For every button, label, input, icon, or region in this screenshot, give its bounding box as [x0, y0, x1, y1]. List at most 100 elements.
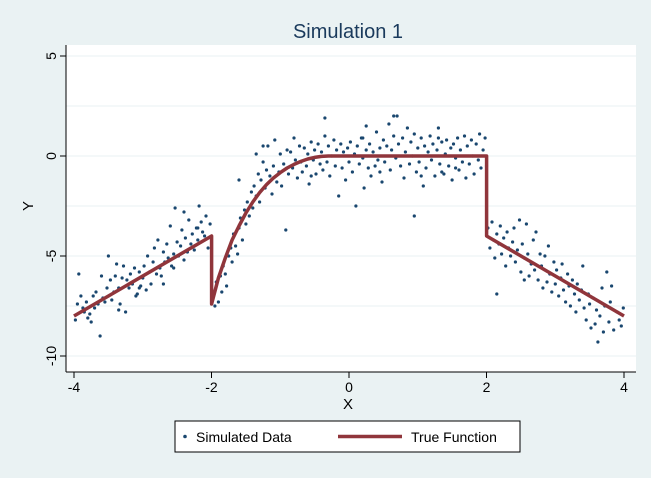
data-point	[244, 222, 248, 226]
data-point	[458, 148, 462, 152]
data-point	[300, 170, 304, 174]
data-point	[517, 218, 522, 222]
data-point	[199, 220, 203, 224]
data-point	[472, 172, 476, 176]
data-point	[500, 252, 504, 256]
data-point	[137, 270, 141, 274]
data-point	[601, 330, 606, 334]
data-point	[304, 164, 308, 168]
data-point	[309, 174, 313, 178]
data-point	[564, 300, 568, 304]
data-point	[575, 282, 579, 286]
data-point	[326, 144, 330, 148]
data-point	[570, 278, 575, 282]
data-point	[596, 340, 600, 344]
x-tick-label: -4	[68, 379, 81, 395]
legend-scatter-marker	[183, 434, 187, 439]
data-point	[319, 150, 324, 154]
data-point	[84, 300, 88, 304]
data-point	[502, 236, 506, 240]
data-point	[182, 210, 186, 214]
data-point	[438, 162, 442, 166]
data-point	[447, 164, 451, 168]
data-point	[284, 228, 288, 232]
data-point	[619, 324, 623, 328]
data-point	[149, 282, 153, 286]
data-point	[440, 170, 444, 174]
data-point	[589, 326, 593, 330]
data-point	[513, 260, 518, 264]
data-point	[223, 272, 227, 276]
data-point	[121, 264, 126, 268]
data-point	[208, 222, 212, 226]
data-point	[180, 228, 184, 232]
data-point	[292, 136, 296, 140]
data-point	[385, 144, 389, 148]
data-point	[436, 136, 440, 140]
data-point	[357, 162, 361, 166]
data-point	[77, 272, 81, 276]
data-point	[340, 166, 344, 170]
data-point	[307, 182, 311, 186]
legend-label-simulated-data: Simulated Data	[196, 429, 292, 445]
data-point	[247, 214, 251, 218]
data-point	[426, 150, 430, 154]
data-point	[240, 238, 244, 242]
data-point	[313, 148, 317, 152]
data-point	[608, 300, 612, 304]
data-point	[94, 290, 98, 294]
data-point	[457, 168, 461, 172]
data-point	[428, 134, 432, 138]
data-point	[161, 250, 165, 254]
data-point	[493, 256, 497, 260]
data-point	[409, 140, 413, 144]
data-point	[594, 308, 599, 312]
data-point	[192, 248, 196, 252]
data-point	[378, 146, 382, 150]
x-tick-label: 2	[483, 379, 491, 395]
y-tick-label: -10	[43, 346, 59, 366]
data-point	[124, 310, 128, 314]
data-point	[103, 300, 107, 304]
data-point	[478, 132, 482, 136]
data-point	[154, 272, 159, 276]
data-point	[118, 302, 122, 306]
data-point	[273, 138, 277, 142]
data-point	[261, 144, 265, 148]
data-point	[451, 142, 456, 146]
data-point	[488, 246, 492, 250]
data-point	[295, 176, 299, 180]
data-point	[445, 138, 449, 142]
data-point	[333, 164, 337, 168]
y-axis-label: Y	[20, 201, 37, 211]
data-point	[423, 144, 427, 148]
data-point	[555, 268, 559, 272]
data-point	[464, 176, 468, 180]
data-point	[306, 152, 310, 156]
data-point	[433, 174, 437, 178]
data-point	[383, 160, 387, 164]
data-point	[557, 294, 561, 298]
data-point	[469, 138, 473, 142]
data-point	[366, 166, 370, 170]
data-point	[314, 172, 318, 176]
data-point	[390, 148, 394, 152]
data-point	[419, 174, 423, 178]
data-point	[412, 132, 416, 136]
true-function-line	[73, 154, 625, 318]
data-point	[509, 254, 513, 258]
data-point	[617, 318, 621, 322]
data-point	[271, 164, 275, 168]
data-point	[605, 270, 609, 274]
data-point	[285, 148, 289, 152]
data-point	[196, 238, 200, 242]
data-point	[165, 242, 169, 246]
data-point	[560, 262, 564, 266]
data-point	[364, 124, 368, 128]
data-point	[354, 204, 358, 208]
data-point	[490, 220, 494, 224]
data-point	[392, 114, 396, 118]
data-point	[362, 186, 366, 190]
